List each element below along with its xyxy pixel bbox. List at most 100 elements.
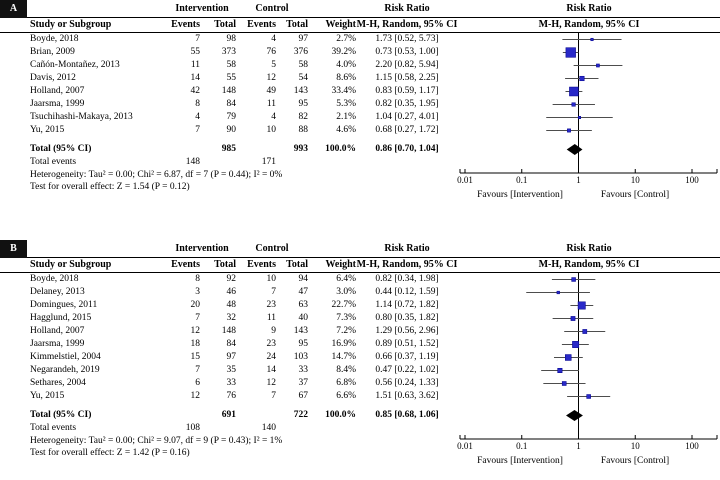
group-header-row: Intervention Control Risk Ratio Risk Rat… — [0, 240, 720, 258]
events-intervention: 6 — [195, 378, 200, 388]
total-n-intervention: 985 — [221, 144, 236, 154]
study-row: Boyde, 2018 7 98 4 97 2.7% 1.73 [0.52, 5.73] — [0, 33, 720, 46]
total-row: Total (95% CI) 691 722 100.0% 0.85 [0.68… — [0, 409, 720, 422]
favours-left-label: Favours [Intervention] — [477, 190, 563, 200]
study-name: Boyde, 2018 — [30, 274, 79, 284]
events-control: 10 — [266, 274, 277, 284]
events-control: 23 — [266, 300, 277, 310]
column-header-row: Study or Subgroup Events Total Events To… — [0, 18, 720, 33]
favours-left-label: Favours [Intervention] — [477, 456, 563, 466]
axis-tick-label: 1 — [576, 175, 581, 185]
study-rows: Boyde, 2018 8 92 10 94 6.4% 0.82 [0.34, 1.98] D… — [0, 273, 720, 403]
events-control: 4 — [271, 34, 276, 44]
overall-effect-note: Test for overall effect: Z = 1.54 (P = 0… — [30, 182, 190, 192]
effect-square — [582, 329, 588, 334]
axis-tick-label: 10 — [631, 175, 641, 185]
study-rows: Boyde, 2018 7 98 4 97 2.7% 1.73 [0.52, 5.73] Br… — [0, 33, 720, 137]
total-control: 143 — [293, 326, 308, 336]
favours-right-label: Favours [Control] — [601, 456, 669, 466]
weight-value: 14.7% — [331, 352, 356, 362]
col-method-plot: M-H, Random, 95% CI — [538, 19, 640, 30]
risk-ratio-ci: 0.47 [0.22, 1.02] — [375, 365, 439, 375]
weight-value: 7.3% — [336, 313, 356, 323]
total-control: 82 — [298, 112, 309, 122]
risk-ratio-plot-header: Risk Ratio — [566, 243, 612, 254]
panel-label-b: B — [0, 240, 27, 258]
favours-right-label: Favours [Control] — [601, 190, 669, 200]
study-row: Cañón-Montañez, 2013 11 58 5 58 4.0% 2.20 [0.8… — [0, 59, 720, 72]
col-method-plot: M-H, Random, 95% CI — [538, 259, 640, 270]
effect-square — [571, 277, 576, 282]
total-events-label: Total events — [30, 157, 77, 167]
axis-tick-label: 10 — [631, 441, 641, 451]
risk-ratio-header: Risk Ratio — [384, 3, 430, 14]
total-events-row: Total events 108 140 — [0, 422, 720, 435]
total-control: 376 — [293, 47, 308, 57]
col-total-control: Total — [286, 19, 308, 30]
total-control: 94 — [298, 274, 309, 284]
events-intervention: 7 — [195, 34, 200, 44]
study-name: Delaney, 2013 — [30, 287, 85, 297]
col-total-intervention: Total — [214, 259, 236, 270]
total-n-intervention: 691 — [221, 410, 236, 420]
total-control: 88 — [298, 125, 309, 135]
events-control: 7 — [271, 391, 276, 401]
study-name: Domingues, 2011 — [30, 300, 98, 310]
total-n-control: 993 — [293, 144, 308, 154]
events-control: 9 — [271, 326, 276, 336]
events-intervention: 12 — [190, 391, 201, 401]
total-events-intervention: 148 — [185, 157, 200, 167]
weight-value: 6.8% — [336, 378, 356, 388]
study-row: Domingues, 2011 20 48 23 63 22.7% 1.14 [0.72, … — [0, 299, 720, 312]
column-header-row: Study or Subgroup Events Total Events To… — [0, 258, 720, 273]
events-control: 7 — [271, 287, 276, 297]
study-name: Davis, 2012 — [30, 73, 76, 83]
events-control: 11 — [266, 99, 276, 109]
total-control: 103 — [293, 352, 308, 362]
study-name: Hagglund, 2015 — [30, 313, 92, 323]
risk-ratio-plot-header: Risk Ratio — [566, 3, 612, 14]
total-intervention: 84 — [226, 339, 237, 349]
weight-value: 33.4% — [331, 86, 356, 96]
forest-plot-graphic: 0.01 0.1 1 10 100 Favours [Intervention] Favou… — [457, 273, 718, 466]
study-row: Davis, 2012 14 55 12 54 8.6% 1.15 [0.58, 2.25] — [0, 72, 720, 85]
effect-square — [586, 394, 591, 399]
effect-square — [556, 290, 560, 295]
weight-value: 6.4% — [336, 274, 356, 284]
total-events-intervention: 108 — [185, 423, 200, 433]
study-row: Delaney, 2013 3 46 7 47 3.0% 0.44 [0.12, 1.59] — [0, 286, 720, 299]
pooled-diamond — [565, 410, 583, 421]
effect-square — [561, 381, 567, 386]
forest-plot-graphic: 0.01 0.1 1 10 100 Favours [Intervention] Favou… — [457, 33, 718, 200]
effect-square — [596, 63, 600, 68]
risk-ratio-ci: 1.73 [0.52, 5.73] — [375, 34, 439, 44]
total-control: 47 — [298, 287, 309, 297]
total-weight: 100.0% — [325, 410, 356, 420]
heterogeneity-note: Heterogeneity: Tau² = 0.00; Chi² = 6.87,… — [30, 170, 283, 180]
events-control: 11 — [266, 313, 276, 323]
weight-value: 4.0% — [336, 60, 356, 70]
effect-square — [570, 316, 576, 321]
events-control: 5 — [271, 60, 276, 70]
weight-value: 7.2% — [336, 326, 356, 336]
events-control: 23 — [266, 339, 277, 349]
study-name: Sethares, 2004 — [30, 378, 86, 388]
total-intervention: 76 — [226, 391, 237, 401]
total-label: Total (95% CI) — [30, 144, 92, 154]
col-events-control: Events — [247, 259, 276, 270]
events-intervention: 18 — [190, 339, 201, 349]
effect-square — [557, 368, 563, 373]
col-study: Study or Subgroup — [30, 19, 112, 30]
group-header-row: Intervention Control Risk Ratio Risk Rat… — [0, 0, 720, 18]
risk-ratio-ci: 0.80 [0.35, 1.82] — [375, 313, 439, 323]
risk-ratio-ci: 0.66 [0.37, 1.19] — [375, 352, 439, 362]
effect-square — [565, 354, 572, 361]
risk-ratio-ci: 1.15 [0.58, 2.25] — [375, 73, 439, 83]
study-row: Jaarsma, 1999 8 84 11 95 5.3% 0.82 [0.35, 1.95… — [0, 98, 720, 111]
events-intervention: 12 — [190, 326, 201, 336]
risk-ratio-header: Risk Ratio — [384, 243, 430, 254]
events-control: 24 — [266, 352, 277, 362]
col-method: M-H, Random, 95% CI — [356, 259, 458, 270]
risk-ratio-ci: 0.56 [0.24, 1.33] — [375, 378, 439, 388]
risk-ratio-ci: 1.29 [0.56, 2.96] — [375, 326, 439, 336]
